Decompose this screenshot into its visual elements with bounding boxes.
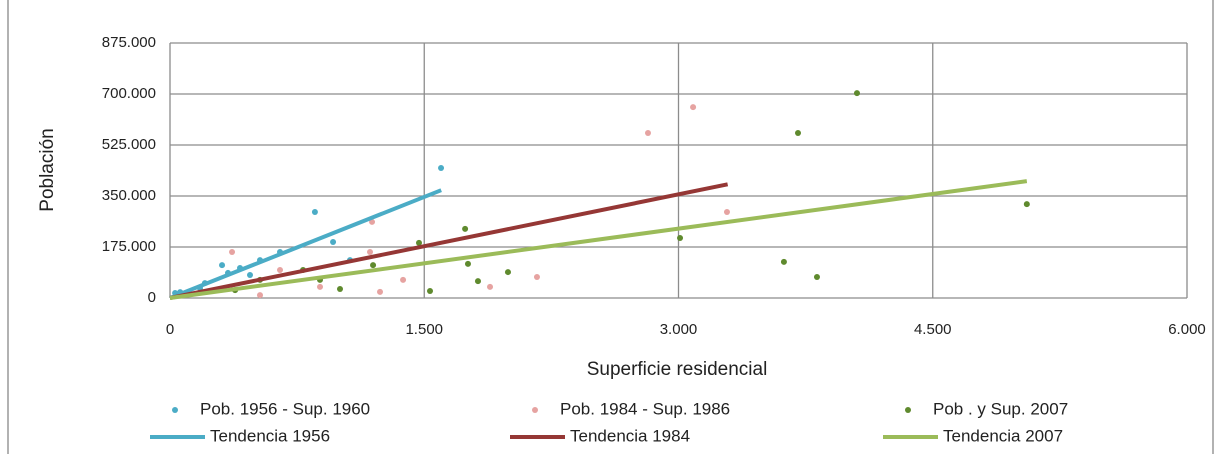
scatter-point bbox=[229, 248, 236, 255]
x-tick-label: 4.500 bbox=[914, 321, 952, 338]
scatter-point bbox=[533, 274, 540, 281]
scatter-point bbox=[794, 130, 801, 137]
x-tick-label: 1.500 bbox=[405, 321, 443, 338]
y-axis-label: Población bbox=[37, 128, 58, 211]
y-tick-label: 175.000 bbox=[102, 238, 156, 255]
scatter-point bbox=[369, 218, 376, 225]
legend-marker bbox=[172, 407, 178, 413]
y-tick-label: 700.000 bbox=[102, 85, 156, 102]
scatter-point bbox=[400, 276, 407, 283]
scatter-point bbox=[464, 260, 471, 267]
scatter-point bbox=[337, 285, 344, 292]
scatter-point bbox=[277, 267, 284, 274]
scatter-point bbox=[474, 278, 481, 285]
trend-line bbox=[169, 182, 729, 300]
scatter-point bbox=[370, 262, 377, 269]
scatter-point bbox=[813, 274, 820, 281]
x-axis-label: Superficie residencial bbox=[587, 359, 768, 380]
scatter-point bbox=[330, 239, 337, 246]
scatter-point bbox=[487, 283, 494, 290]
y-tick-label: 525.000 bbox=[102, 136, 156, 153]
trend-line bbox=[169, 188, 442, 300]
scatter-point bbox=[677, 234, 684, 241]
scatter-point bbox=[427, 288, 434, 295]
y-tick-label: 0 bbox=[148, 289, 156, 306]
legend-label: Pob . y Sup. 2007 bbox=[933, 399, 1068, 418]
scatter-point bbox=[1023, 201, 1030, 208]
y-tick-label: 350.000 bbox=[102, 187, 156, 204]
scatter-point bbox=[415, 239, 422, 246]
scatter-point bbox=[690, 104, 697, 111]
legend-label: Pob. 1956 - Sup. 1960 bbox=[200, 399, 370, 418]
scatter-point bbox=[504, 269, 511, 276]
trend-line bbox=[169, 179, 1028, 300]
scatter-point bbox=[317, 283, 324, 290]
scatter-point bbox=[780, 258, 787, 265]
scatter-point bbox=[438, 165, 445, 172]
scatter-point bbox=[853, 90, 860, 97]
x-tick-label: 0 bbox=[166, 321, 174, 338]
chart-border bbox=[7, 0, 1214, 454]
scatter-point bbox=[219, 262, 226, 269]
legend-marker bbox=[532, 407, 538, 413]
x-tick-label: 6.000 bbox=[1168, 321, 1206, 338]
x-tick-label: 3.000 bbox=[660, 321, 698, 338]
scatter-point bbox=[257, 292, 264, 299]
scatter-point bbox=[367, 248, 374, 255]
legend-label: Tendencia 1956 bbox=[210, 426, 330, 445]
scatter-point bbox=[462, 225, 469, 232]
legend-marker bbox=[905, 407, 911, 413]
legend-label: Tendencia 2007 bbox=[943, 426, 1063, 445]
scatter-point bbox=[247, 271, 254, 278]
scatter-point bbox=[311, 209, 318, 216]
scatter-point bbox=[644, 130, 651, 137]
y-tick-label: 875.000 bbox=[102, 34, 156, 51]
legend-label: Pob. 1984 - Sup. 1986 bbox=[560, 399, 730, 418]
legend-label: Tendencia 1984 bbox=[570, 426, 690, 445]
scatter-point bbox=[377, 288, 384, 295]
scatter-point bbox=[723, 209, 730, 216]
